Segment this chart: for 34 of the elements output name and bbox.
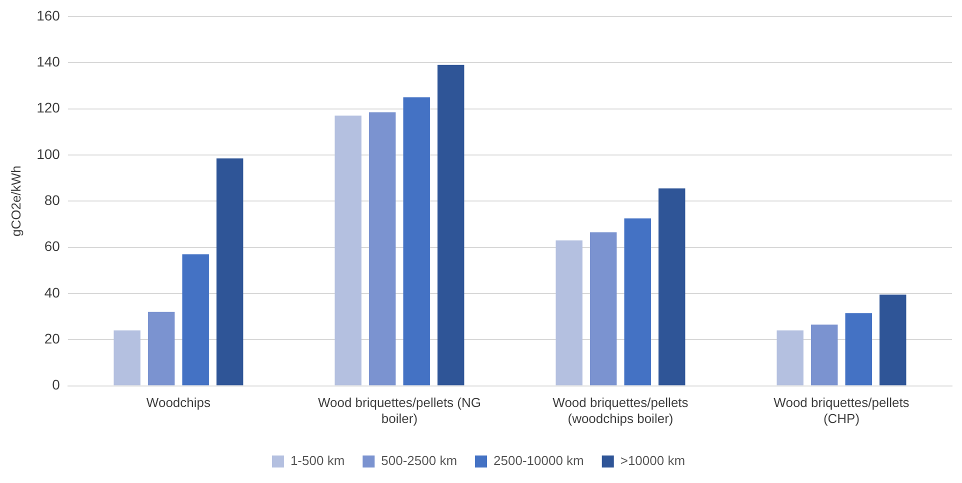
- x-tick-label: Wood briquettes/pellets (woodchips boiler): [552, 395, 689, 426]
- bar: [368, 112, 396, 386]
- legend-label: 2500-10000 km: [494, 453, 584, 468]
- bar: [182, 254, 209, 386]
- y-tick-label: 160: [36, 7, 60, 24]
- bar: [624, 218, 651, 386]
- x-tick-label: Woodchips: [146, 395, 211, 410]
- y-tick-label: 20: [44, 330, 60, 346]
- bar: [334, 116, 362, 386]
- legend-label: >10000 km: [620, 453, 686, 468]
- bar: [148, 312, 175, 386]
- bar: [590, 232, 617, 386]
- x-tick-label: Wood briquettes/pellets (NG boiler): [318, 395, 482, 426]
- x-tick-label: Wood briquettes/pellets (CHP): [774, 395, 910, 426]
- bar: [845, 313, 872, 386]
- bar: [880, 294, 906, 386]
- bar: [811, 324, 838, 386]
- y-tick-label: 140: [36, 53, 60, 70]
- y-axis-title: gCO2e/kWh: [8, 166, 24, 237]
- bar: [776, 330, 804, 386]
- bar: [114, 330, 140, 386]
- bar: [216, 158, 244, 386]
- legend-label: 1-500 km: [290, 453, 345, 468]
- bar: [658, 188, 686, 386]
- y-tick-label: 40: [44, 284, 60, 300]
- legend-label: 500-2500 km: [381, 453, 458, 468]
- y-tick-label: 0: [52, 376, 60, 393]
- y-tick-label: 60: [44, 238, 60, 254]
- y-tick-label: 100: [36, 146, 60, 162]
- bar: [403, 97, 430, 386]
- y-tick-label: 80: [44, 192, 60, 208]
- y-tick-label: 120: [36, 100, 60, 116]
- bar: [556, 240, 582, 386]
- bar: [438, 64, 464, 386]
